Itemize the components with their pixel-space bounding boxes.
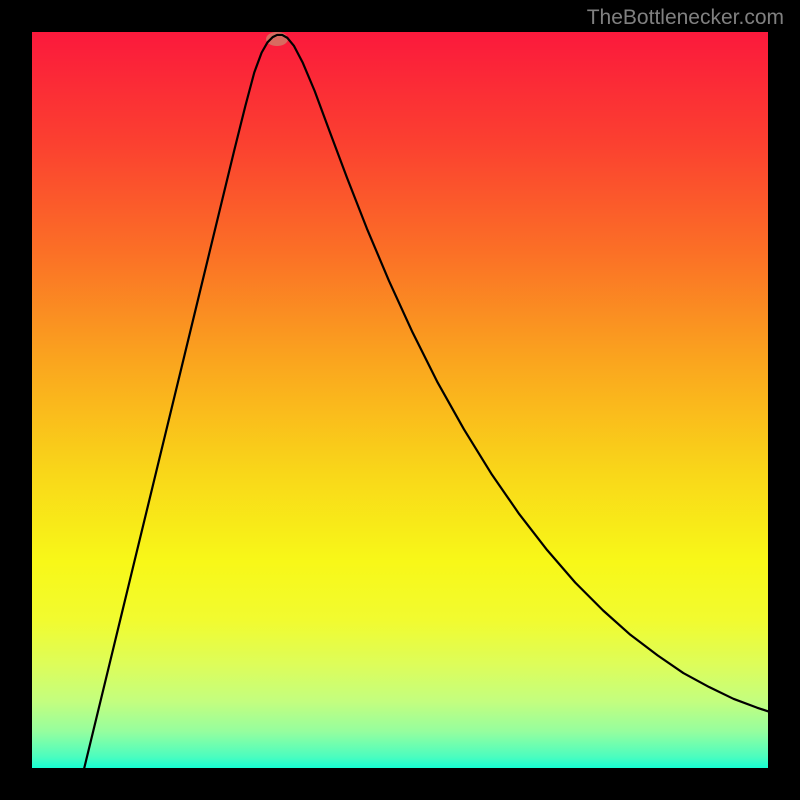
minimum-marker <box>266 32 288 46</box>
plot-area <box>32 32 768 768</box>
gradient-background <box>32 32 768 768</box>
watermark-text: TheBottlenecker.com <box>587 6 784 30</box>
chart-container: TheBottlenecker.com <box>0 0 800 800</box>
